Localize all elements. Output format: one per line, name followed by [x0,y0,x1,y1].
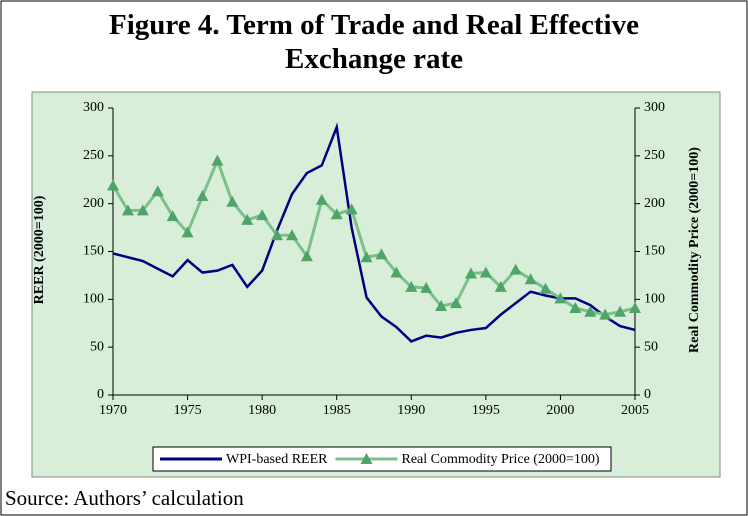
data-point [345,203,358,215]
data-point [390,266,403,278]
data-point [181,226,194,238]
data-point [136,204,149,216]
data-point [629,301,641,313]
y2-tick-label: 50 [644,339,658,354]
data-point [360,251,373,263]
y-axis-label: REER (2000=100) [32,195,47,304]
x-tick-label: 2005 [621,403,649,418]
y-tick-label: 150 [83,244,104,259]
data-point [121,204,134,216]
legend-marker [360,453,373,464]
x-tick-label: 1980 [248,403,276,418]
data-point [226,195,239,207]
data-point [494,280,507,292]
x-tick-label: 1975 [174,403,202,418]
legend-box [152,446,612,472]
data-point [151,185,164,197]
data-point [315,193,328,205]
data-point [285,229,298,241]
data-point [435,300,448,312]
y-tick-label: 250 [83,148,104,163]
data-point [614,305,627,317]
data-point [330,208,343,220]
data-point [256,209,269,221]
data-point [539,282,552,294]
x-tick-label: 1970 [99,403,127,418]
y2-tick-label: 250 [644,148,665,163]
data-point [211,154,224,166]
data-point [524,273,537,285]
series-line [112,122,636,343]
x-tick-label: 1990 [397,403,425,418]
data-point [300,250,313,262]
data-point [271,229,284,241]
source-note: Source: Authors’ calculation [5,486,244,510]
y2-tick-label: 100 [644,292,665,307]
data-point [107,179,119,191]
x-tick-label: 2000 [546,403,574,418]
y-tick-label: 50 [90,339,104,354]
data-point [196,190,209,202]
chart-title: Figure 4. Term of Trade and Real Effecti… [109,9,639,75]
data-point [584,305,597,317]
data-point [405,280,418,292]
data-point [420,281,433,293]
data-point [450,297,463,309]
data-point [554,292,567,304]
y2-axis-label: Real Commodity Price (2000=100) [687,147,702,353]
data-point [509,263,522,275]
y2-tick-label: 150 [644,244,665,259]
y2-tick-label: 200 [644,196,665,211]
x-tick-label: 1995 [472,403,500,418]
data-point [479,266,492,278]
y-tick-label: 200 [83,196,104,211]
data-point [166,210,179,222]
data-point [569,301,582,313]
y2-tick-label: 300 [644,100,665,115]
legend-label: WPI-based REER [226,452,328,467]
x-tick-label: 1985 [323,403,351,418]
chart-area [31,91,721,478]
data-point [241,213,254,225]
data-point [599,308,612,320]
y-tick-label: 100 [83,292,104,307]
y-tick-label: 300 [83,100,104,115]
y2-tick-label: 0 [644,387,651,402]
data-point [464,267,477,279]
data-point [375,248,388,260]
y-tick-label: 0 [97,387,104,402]
legend-label: Real Commodity Price (2000=100) [401,452,599,467]
